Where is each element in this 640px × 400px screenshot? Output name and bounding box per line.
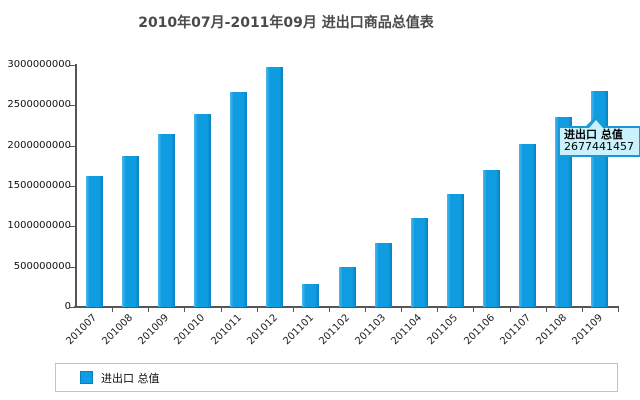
- x-axis-tick: [473, 308, 475, 312]
- y-axis-label: 500000000: [13, 260, 71, 272]
- x-axis-tick: [545, 308, 547, 312]
- bar-201011[interactable]: [230, 92, 248, 307]
- chart-title: 2010年07月-2011年09月 进出口商品总值表: [138, 15, 434, 31]
- y-axis-label: 0: [64, 301, 71, 312]
- bar-201106[interactable]: [483, 170, 501, 307]
- bar-201102[interactable]: [338, 267, 356, 307]
- x-axis-tick: [256, 308, 258, 312]
- x-axis-tick: [509, 308, 511, 312]
- x-axis-tick: [328, 308, 330, 312]
- x-axis-tick: [220, 308, 222, 312]
- bar-201103[interactable]: [374, 243, 392, 307]
- y-axis-tick: [70, 145, 75, 147]
- x-axis-tick: [437, 308, 439, 312]
- y-axis-label: 1500000000: [7, 180, 71, 191]
- y-axis-tick: [70, 105, 75, 107]
- y-axis-label: 2000000000: [7, 139, 71, 151]
- y-axis-tick: [70, 186, 75, 187]
- x-axis-tick: [401, 308, 403, 312]
- x-axis-tick: [184, 308, 186, 312]
- tooltip: 进出口 总值 2677441457: [558, 116, 640, 157]
- y-axis-tick: [70, 226, 75, 228]
- x-axis-tick: [581, 308, 583, 312]
- x-axis-tick: [112, 308, 114, 312]
- x-axis-tick: [365, 308, 367, 312]
- y-axis-tick: [70, 65, 75, 66]
- legend: 进出口 总值: [55, 363, 618, 392]
- y-axis-line: [75, 64, 77, 308]
- legend-swatch-icon: [80, 371, 93, 384]
- x-axis-tick: [292, 308, 294, 312]
- y-axis-label: 2500000000: [7, 99, 71, 111]
- bar-201105[interactable]: [446, 194, 464, 307]
- y-axis-tick: [70, 307, 75, 308]
- x-axis-tick: [618, 308, 619, 312]
- bar-201101[interactable]: [302, 284, 320, 307]
- bar-201010[interactable]: [193, 114, 211, 307]
- bar-201107[interactable]: [519, 144, 537, 307]
- legend-label: 进出口 总值: [101, 371, 160, 385]
- tooltip-value: 2677441457: [564, 140, 634, 153]
- y-axis-label: 3000000000: [7, 59, 71, 70]
- x-axis-line: [74, 306, 619, 308]
- bar-201007[interactable]: [85, 176, 103, 307]
- tooltip-arrow-icon: [589, 120, 603, 128]
- x-axis-tick: [148, 308, 150, 312]
- tooltip-series-label: 进出口 总值: [564, 128, 623, 141]
- y-axis-tick: [70, 266, 75, 268]
- bar-201012[interactable]: [266, 67, 284, 307]
- bar-201108[interactable]: [555, 117, 573, 307]
- bar-201009[interactable]: [157, 134, 175, 307]
- bar-201104[interactable]: [410, 218, 428, 307]
- bar-201008[interactable]: [121, 156, 139, 307]
- y-axis-label: 1000000000: [7, 220, 71, 232]
